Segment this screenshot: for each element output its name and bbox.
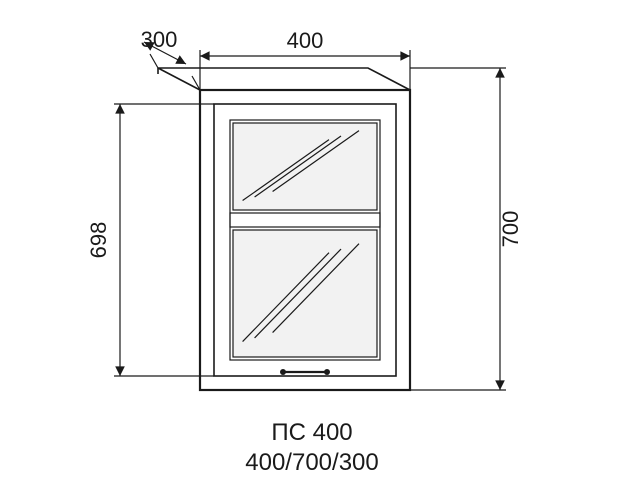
dimension-outer-height-value: 700 bbox=[498, 211, 523, 248]
dimension-inner-height-value: 698 bbox=[86, 222, 111, 259]
dimension-width-value: 400 bbox=[287, 28, 324, 53]
cabinet-body bbox=[158, 68, 410, 390]
cabinet-technical-drawing: 400 300 698 700 ПС 400 400/700/300 bbox=[0, 0, 625, 500]
size-line-label: 400/700/300 bbox=[245, 449, 378, 476]
dimension-depth-value: 300 bbox=[141, 27, 178, 52]
dimension-inner-height: 698 bbox=[86, 104, 214, 376]
dimension-depth: 300 bbox=[141, 27, 200, 90]
door-handle bbox=[280, 369, 330, 375]
model-label: ПС 400 bbox=[271, 419, 352, 446]
dimension-width: 400 bbox=[200, 28, 410, 90]
dimension-outer-height: 700 bbox=[410, 68, 523, 390]
